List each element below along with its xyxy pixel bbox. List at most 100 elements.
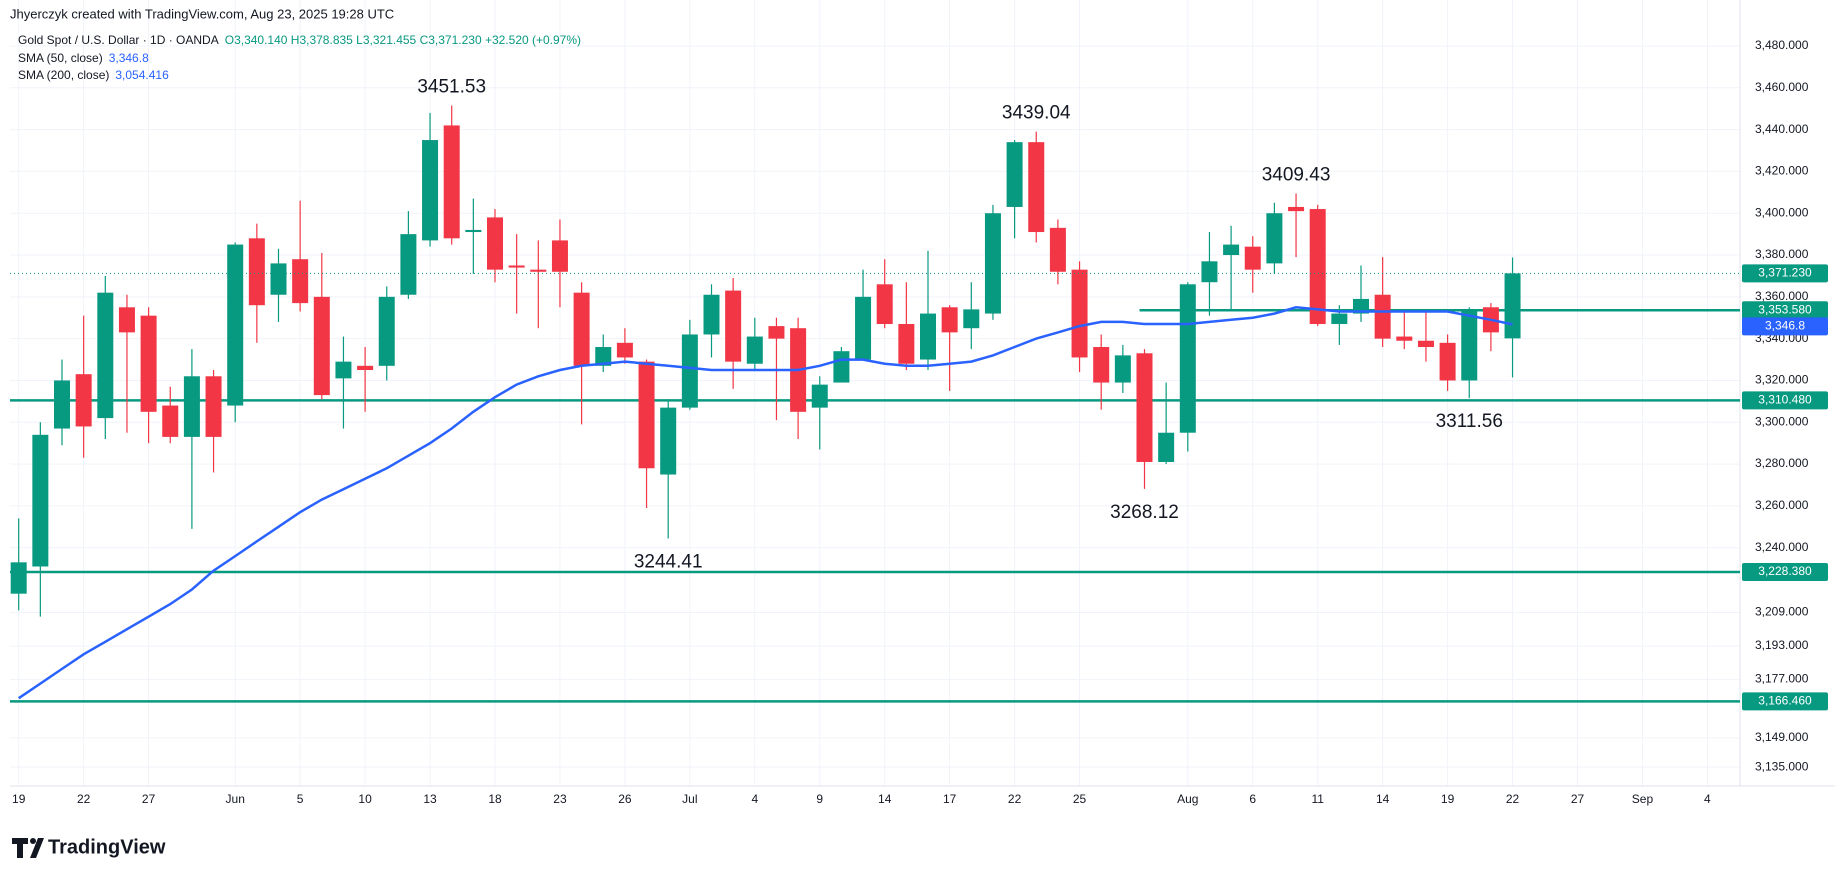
candle-body bbox=[920, 313, 936, 360]
sma200-legend: SMA (200, close) 3,054.416 bbox=[18, 68, 169, 82]
candle-body bbox=[270, 263, 287, 295]
last-price-tag: 3,371.230 bbox=[1758, 266, 1812, 280]
y-tick-label: 3,177.000 bbox=[1755, 672, 1809, 686]
candle-body bbox=[248, 238, 265, 306]
candle-body bbox=[984, 213, 1001, 314]
candle-body bbox=[768, 326, 785, 339]
symbol: Gold Spot / U.S. Dollar · 1D · OANDA O3,3… bbox=[18, 33, 581, 47]
candle-body bbox=[855, 296, 872, 360]
candle-body bbox=[97, 292, 114, 419]
x-tick-label: 19 bbox=[12, 792, 26, 806]
x-tick-label: Aug bbox=[1177, 792, 1198, 806]
candle-body bbox=[1288, 206, 1305, 212]
y-tick-label: 3,300.000 bbox=[1755, 414, 1809, 428]
level-tag-bg bbox=[1742, 562, 1828, 581]
annotation: 3268.12 bbox=[1110, 502, 1179, 523]
x-tick-label: 4 bbox=[751, 792, 758, 806]
candle-body bbox=[140, 315, 157, 412]
candle-body bbox=[1353, 298, 1369, 314]
y-tick-label: 3,320.000 bbox=[1755, 373, 1809, 387]
candle-body bbox=[1439, 342, 1456, 381]
sma-tag: 3,346.8 bbox=[1765, 319, 1805, 333]
y-tick-label: 3,149.000 bbox=[1755, 730, 1809, 744]
candle-body bbox=[54, 380, 70, 429]
candle-body bbox=[118, 307, 135, 333]
plot bbox=[10, 105, 1740, 703]
candle-body bbox=[1071, 269, 1088, 358]
x-tick-label: 22 bbox=[1008, 792, 1022, 806]
candle-body bbox=[1028, 142, 1045, 233]
annotation: 3451.53 bbox=[417, 77, 486, 98]
candle-body bbox=[660, 407, 677, 475]
candle-body bbox=[638, 361, 655, 469]
attribution: Jhyerczyk created with TradingView.com, … bbox=[10, 6, 394, 21]
sma-line bbox=[18, 306, 1513, 700]
candle-body bbox=[898, 324, 915, 364]
candle-body bbox=[1309, 209, 1326, 325]
logo-icon bbox=[12, 838, 28, 858]
candle-body bbox=[1461, 311, 1478, 381]
y-tick-label: 3,280.000 bbox=[1755, 456, 1809, 470]
candle-body bbox=[183, 376, 200, 437]
logo-icon bbox=[30, 838, 36, 844]
x-tick-label: 18 bbox=[488, 792, 502, 806]
x-tick-label: Jun bbox=[226, 792, 245, 806]
x-tick-label: 5 bbox=[297, 792, 304, 806]
candle-body bbox=[963, 309, 980, 329]
x-tick-label: 19 bbox=[1441, 792, 1455, 806]
x-tick-label: 6 bbox=[1249, 792, 1256, 806]
logo-icon bbox=[30, 838, 44, 858]
x-tick-label: 17 bbox=[943, 792, 957, 806]
symbol-name: Gold Spot / U.S. Dollar · 1D · OANDA bbox=[18, 33, 219, 47]
x-tick-label: 27 bbox=[1571, 792, 1585, 806]
candle-body bbox=[400, 234, 417, 295]
candle-body bbox=[811, 384, 828, 408]
last-price-tag-bg bbox=[1742, 264, 1828, 283]
candle-body bbox=[487, 217, 503, 270]
annotation: 3439.04 bbox=[1002, 103, 1071, 124]
x-tick-label: 14 bbox=[1376, 792, 1390, 806]
candle-body bbox=[746, 336, 763, 364]
legend-value: 3,346.8 bbox=[109, 51, 149, 65]
candle-body bbox=[508, 265, 525, 268]
sma-tag-bg bbox=[1742, 317, 1828, 336]
x-tick-label: 13 bbox=[423, 792, 437, 806]
candle-body bbox=[595, 347, 612, 366]
x-tick-label: 22 bbox=[77, 792, 91, 806]
candle-body bbox=[1396, 336, 1413, 341]
candle-body bbox=[378, 296, 395, 366]
y-tick-label: 3,420.000 bbox=[1755, 164, 1809, 178]
x-tick-label: 26 bbox=[618, 792, 632, 806]
annotation: 3244.41 bbox=[634, 551, 703, 572]
candle-body bbox=[1504, 273, 1521, 339]
sma50-legend: SMA (50, close) 3,346.8 bbox=[18, 51, 149, 65]
level-tag-bg bbox=[1742, 391, 1828, 410]
level-tag: 3,353.580 bbox=[1758, 302, 1812, 316]
candle-body bbox=[205, 376, 222, 437]
x-tick-label: 25 bbox=[1073, 792, 1087, 806]
y-tick-label: 3,260.000 bbox=[1755, 498, 1809, 512]
y-tick-label: 3,360.000 bbox=[1755, 289, 1809, 303]
annotation: 3311.56 bbox=[1436, 411, 1503, 432]
brand-logo: TradingView bbox=[12, 836, 166, 858]
candle-body bbox=[833, 351, 850, 383]
y-tick-label: 3,240.000 bbox=[1755, 540, 1809, 554]
candle-body bbox=[1201, 261, 1218, 283]
x-tick-label: 11 bbox=[1311, 792, 1324, 806]
x-tick-label: 14 bbox=[878, 792, 892, 806]
y-tick-label: 3,440.000 bbox=[1755, 122, 1809, 136]
x-tick-label: 9 bbox=[816, 792, 823, 806]
y-tick-label: 3,135.000 bbox=[1755, 759, 1809, 773]
candle-body bbox=[465, 229, 482, 233]
candle-body bbox=[1179, 284, 1196, 433]
candle-body bbox=[941, 307, 958, 333]
y-tick-label: 3,460.000 bbox=[1755, 80, 1809, 94]
candle-body bbox=[725, 290, 742, 362]
x-tick-label: 10 bbox=[358, 792, 372, 806]
candle-body bbox=[1266, 213, 1283, 264]
brand: TradingView bbox=[48, 836, 166, 858]
candle-body bbox=[357, 365, 374, 371]
candle-body bbox=[75, 374, 92, 427]
legend-name: SMA (200, close) bbox=[18, 68, 109, 82]
candle-body bbox=[313, 296, 330, 396]
